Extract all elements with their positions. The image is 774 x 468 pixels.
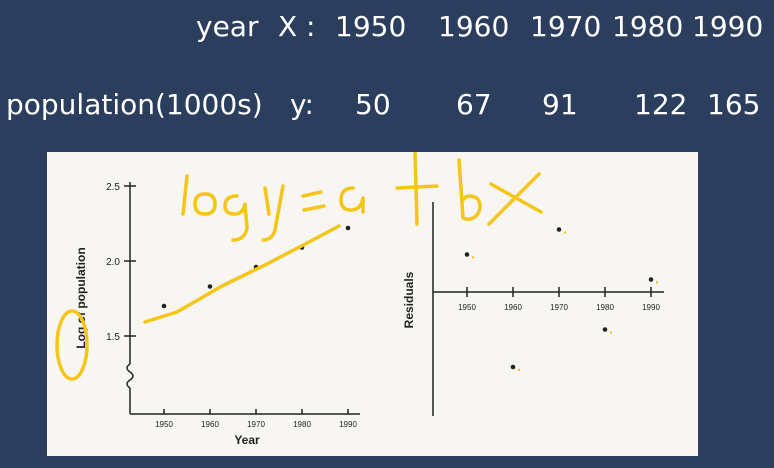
figure-svg: 1.52.02.5 1950 1960 1970 1980 1990 Year Log … bbox=[55, 152, 664, 447]
residual-point-ink-mark bbox=[471, 256, 475, 259]
handwritten-annotations bbox=[55, 152, 543, 381]
residual-point bbox=[602, 327, 608, 332]
right-x-tick-label: 1980 bbox=[596, 303, 614, 312]
left-x-tick-label: 1960 bbox=[201, 420, 219, 429]
handwritten-equation-strokes bbox=[181, 152, 543, 242]
right-x-tick-label: 1950 bbox=[458, 303, 476, 312]
right-x-tick-label: 1990 bbox=[642, 303, 660, 312]
residual-point-ink-mark bbox=[609, 331, 613, 334]
right-x-tick-label: 1970 bbox=[550, 303, 568, 312]
year-value: 1960 bbox=[438, 10, 510, 43]
residual-point bbox=[464, 252, 470, 257]
left-x-axis-title: Year bbox=[234, 433, 260, 447]
left-y-tick-label: 2.5 bbox=[106, 182, 120, 193]
left-y-tick-label: 2.0 bbox=[106, 257, 120, 268]
left-y-tick-label: 1.5 bbox=[106, 332, 120, 343]
population-value: 122 bbox=[634, 88, 688, 121]
population-label: population(1000s) bbox=[6, 88, 263, 121]
residual-point-ink-mark bbox=[563, 231, 567, 234]
population-value: 67 bbox=[456, 88, 492, 121]
residual-point-ink-mark bbox=[655, 281, 659, 284]
population-value: 91 bbox=[542, 88, 578, 121]
residual-point bbox=[648, 277, 654, 282]
year-label: year bbox=[196, 10, 259, 43]
log-population-chart: 1.52.02.5 1950 1960 1970 1980 1990 Year Log … bbox=[74, 182, 360, 447]
handwritten-fit-line bbox=[143, 224, 341, 324]
residual-point bbox=[556, 227, 562, 232]
left-data-point bbox=[345, 225, 351, 231]
year-row: year X : 1950 1960 1970 1980 1990 bbox=[0, 2, 774, 52]
population-value: 50 bbox=[355, 88, 391, 121]
handwritten-circle bbox=[55, 309, 89, 381]
left-x-tick-label: 1950 bbox=[155, 420, 173, 429]
year-variable: X bbox=[278, 10, 298, 43]
year-value: 1990 bbox=[692, 10, 764, 43]
population-row: population(1000s) y: 50 67 91 122 165 bbox=[0, 80, 774, 130]
year-value: 1970 bbox=[530, 10, 602, 43]
axis-break-squiggle bbox=[126, 363, 134, 389]
right-y-axis-title: Residuals bbox=[402, 271, 416, 328]
population-value: 165 bbox=[707, 88, 761, 121]
left-x-tick-label: 1990 bbox=[339, 420, 357, 429]
year-colon: : bbox=[306, 10, 316, 43]
left-data-point bbox=[207, 284, 213, 289]
left-x-tick-label: 1980 bbox=[293, 420, 311, 429]
residuals-chart: 1950 1960 1970 1980 1990 Residuals bbox=[402, 202, 664, 416]
right-x-tick-label: 1960 bbox=[504, 303, 522, 312]
figure-panel: 1.5 2.0 2.5 1950 1960 1970 1980 1990 Year Log … bbox=[47, 152, 698, 456]
year-value: 1980 bbox=[612, 10, 684, 43]
residual-point bbox=[510, 364, 516, 370]
population-variable: y: bbox=[290, 88, 314, 121]
left-data-point bbox=[161, 303, 167, 309]
left-x-tick-label: 1970 bbox=[247, 420, 265, 429]
residual-point-ink-mark bbox=[517, 368, 521, 372]
year-value: 1950 bbox=[335, 10, 407, 43]
